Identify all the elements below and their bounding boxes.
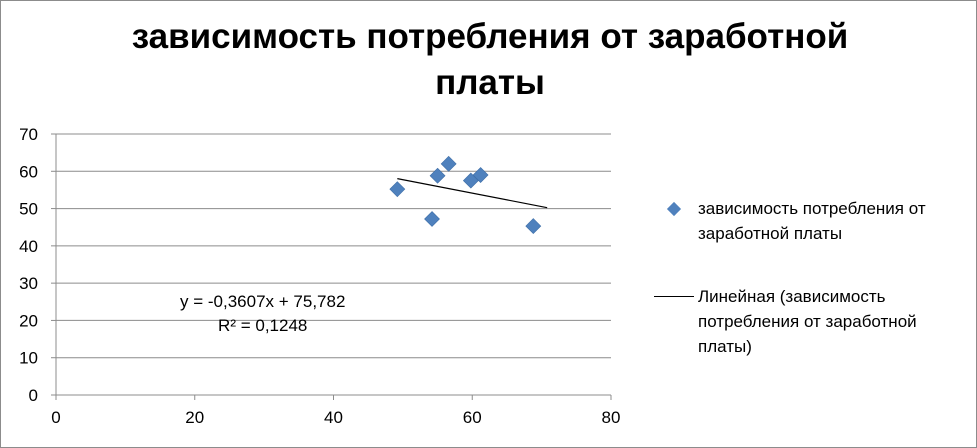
x-tick-label: 60 <box>463 408 482 427</box>
trendline <box>397 178 548 209</box>
chart-title: зависимость потребления от заработной пл… <box>131 17 849 102</box>
trendline-group <box>397 178 548 209</box>
trendline-equation: y = -0,3607x + 75,782 <box>180 292 346 311</box>
gridlines <box>56 133 611 359</box>
y-tick-label: 10 <box>19 349 38 368</box>
legend-item-trendline: Линейная (зависимость потребления от зар… <box>654 284 965 359</box>
y-tick-label: 50 <box>19 200 38 219</box>
y-tick-label: 40 <box>19 237 38 256</box>
y-tick-label: 30 <box>19 274 38 293</box>
data-points <box>389 155 542 235</box>
data-point <box>472 167 489 183</box>
y-tick-label: 20 <box>19 311 38 330</box>
legend: зависимость потребления от заработной пл… <box>654 196 965 359</box>
tick-labels: 0 10 20 30 40 50 60 70 0 20 40 60 80 <box>19 125 620 427</box>
x-tick-label: 40 <box>324 408 343 427</box>
axes <box>51 133 612 400</box>
x-tick-label: 20 <box>185 408 204 427</box>
legend-item-series: зависимость потребления от заработной пл… <box>660 196 965 246</box>
x-tick-label: 80 <box>602 408 621 427</box>
legend-series-label: зависимость потребления от заработной пл… <box>698 199 926 243</box>
x-tick-label: 0 <box>51 408 60 427</box>
diamond-marker-icon <box>666 201 682 217</box>
y-tick-label: 60 <box>19 162 38 181</box>
data-point <box>525 218 542 235</box>
trendline-r-squared: R² = 0,1248 <box>218 316 308 335</box>
trendline-equation-box: y = -0,3607x + 75,782 R² = 0,1248 <box>180 290 345 338</box>
data-point <box>429 167 446 184</box>
y-tick-label: 70 <box>19 125 38 144</box>
data-point <box>424 211 440 227</box>
y-tick-label: 0 <box>29 386 38 405</box>
data-point <box>389 181 406 198</box>
legend-trendline-label: Линейная (зависимость потребления от зар… <box>698 287 917 356</box>
line-icon <box>654 296 694 297</box>
data-point <box>440 155 457 172</box>
